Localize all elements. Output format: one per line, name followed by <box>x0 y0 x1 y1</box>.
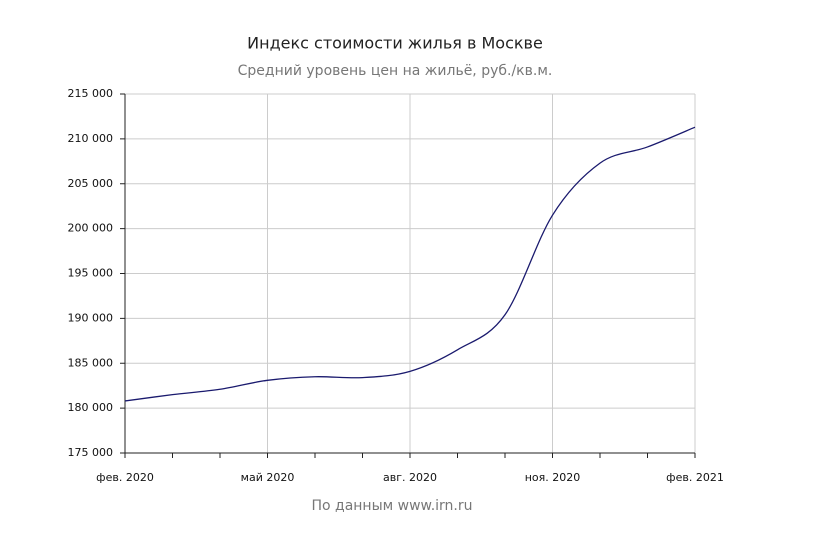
y-tick-label: 210 000 <box>68 132 114 145</box>
chart-title: Индекс стоимости жилья в Москве <box>247 34 543 53</box>
price-line <box>124 126 696 402</box>
y-tick-label: 195 000 <box>68 267 114 280</box>
chart-subtitle: Средний уровень цен на жильё, руб./кв.м. <box>238 63 553 79</box>
y-tick-label: 175 000 <box>68 446 114 459</box>
y-tick-label: 200 000 <box>68 222 114 235</box>
y-tick-label: 185 000 <box>68 356 114 369</box>
x-tick-label: фев. 2021 <box>666 471 724 484</box>
source-note: По данным www.irn.ru <box>311 498 472 514</box>
y-tick-label: 180 000 <box>68 401 114 414</box>
y-tick-label: 205 000 <box>68 177 114 190</box>
x-tick-label: май 2020 <box>241 471 295 484</box>
y-tick-label: 215 000 <box>68 87 114 100</box>
x-tick-label: авг. 2020 <box>383 471 437 484</box>
x-tick-label: фев. 2020 <box>96 471 154 484</box>
x-tick-label: ноя. 2020 <box>525 471 581 484</box>
y-tick-label: 190 000 <box>68 311 114 324</box>
